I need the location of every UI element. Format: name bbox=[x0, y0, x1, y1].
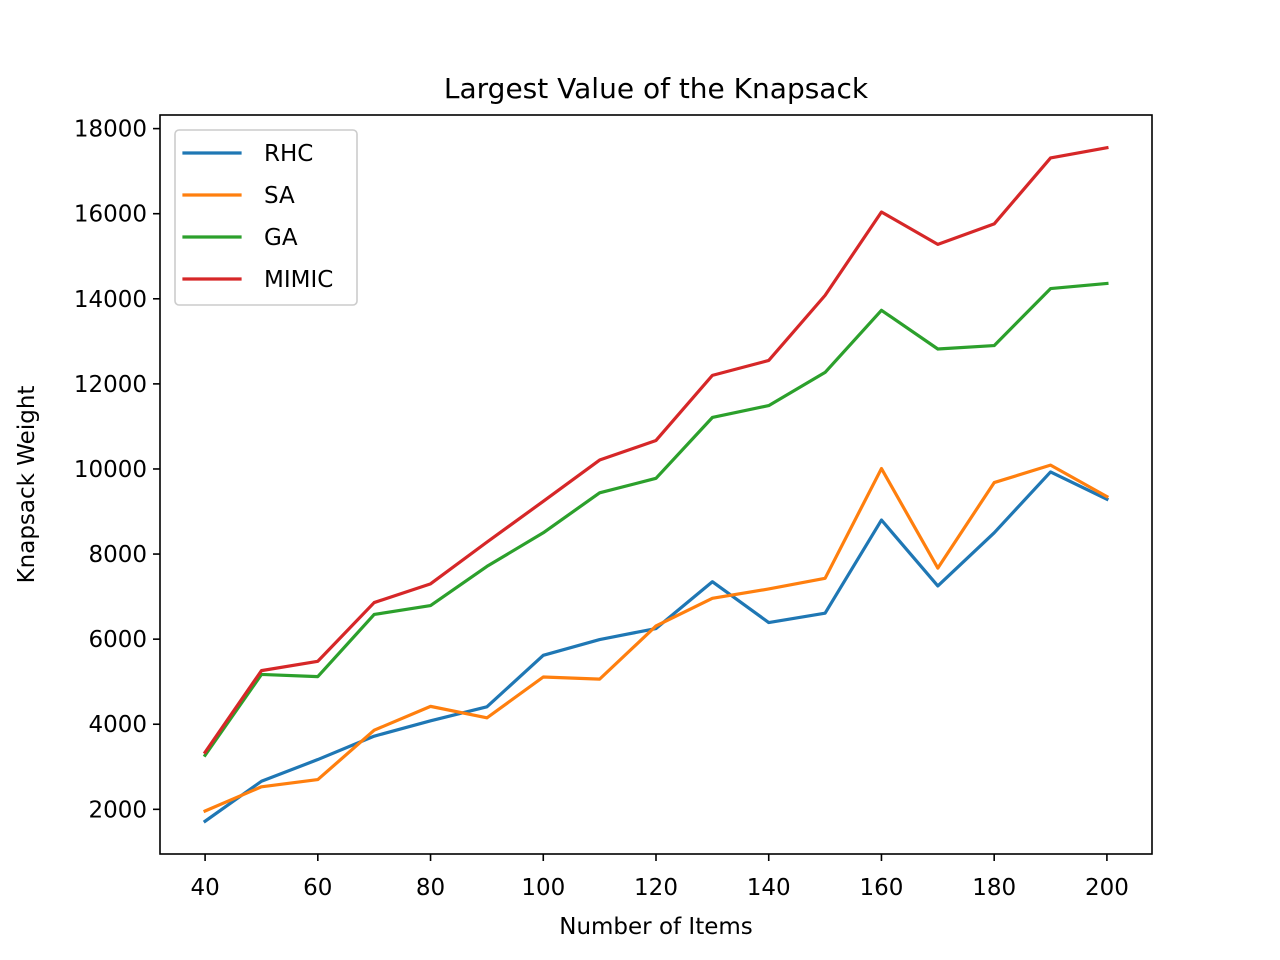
legend: RHC SA GA MIMIC bbox=[174, 129, 358, 306]
legend-label-ga: GA bbox=[264, 225, 298, 251]
y-axis-label: Knapsack Weight bbox=[14, 386, 40, 584]
series-line-mimic bbox=[202, 145, 1109, 755]
y-tick-label: 10000 bbox=[74, 457, 147, 483]
x-tick-label: 80 bbox=[416, 875, 445, 901]
y-tick-label: 14000 bbox=[74, 287, 147, 313]
x-tick-label: 200 bbox=[1085, 875, 1129, 901]
legend-label-sa: SA bbox=[264, 183, 295, 209]
series-line-sa bbox=[202, 463, 1110, 814]
x-axis-label: Number of Items bbox=[559, 914, 753, 940]
x-tick-label: 160 bbox=[860, 875, 904, 901]
x-axis-ticks: 40 60 80 100 120 140 160 180 200 bbox=[190, 854, 1129, 901]
y-axis-ticks: 2000 4000 6000 8000 10000 12000 14000 16000 1800… bbox=[74, 117, 160, 823]
x-tick-label: 100 bbox=[521, 875, 565, 901]
y-tick-label: 4000 bbox=[88, 712, 147, 738]
series-layer bbox=[202, 145, 1110, 824]
legend-label-rhc: RHC bbox=[264, 141, 313, 167]
y-tick-label: 16000 bbox=[74, 202, 147, 228]
series-line-ga bbox=[202, 281, 1109, 758]
legend-label-mimic: MIMIC bbox=[264, 267, 333, 293]
legend-box bbox=[174, 129, 358, 306]
y-tick-label: 12000 bbox=[74, 372, 147, 398]
y-tick-label: 8000 bbox=[88, 542, 147, 568]
x-tick-label: 180 bbox=[972, 875, 1016, 901]
x-tick-label: 140 bbox=[747, 875, 791, 901]
y-tick-label: 6000 bbox=[88, 627, 147, 653]
chart-title: Largest Value of the Knapsack bbox=[444, 72, 869, 105]
x-tick-label: 60 bbox=[303, 875, 332, 901]
y-tick-label: 2000 bbox=[88, 797, 147, 823]
x-tick-label: 120 bbox=[634, 875, 678, 901]
y-tick-label: 18000 bbox=[74, 117, 147, 143]
x-tick-label: 40 bbox=[190, 875, 219, 901]
series-line-rhc bbox=[202, 470, 1110, 824]
